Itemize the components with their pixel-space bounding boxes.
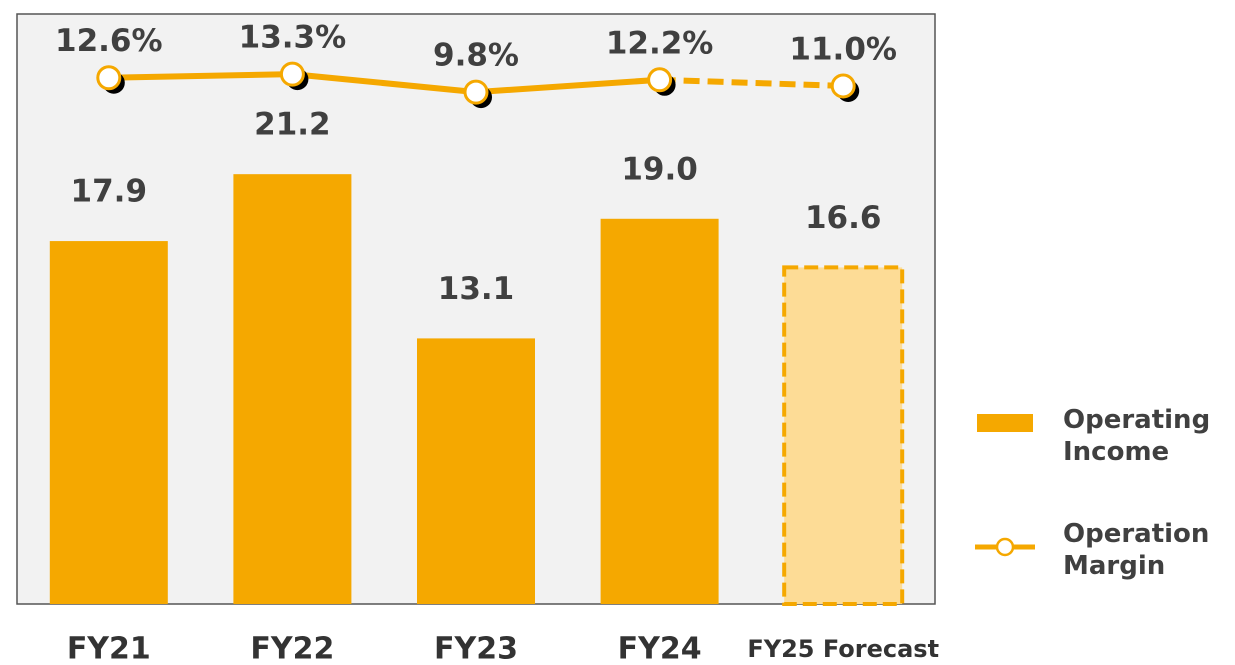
x-tick-label: FY23: [434, 632, 518, 665]
bar-value-label: 17.9: [71, 174, 148, 210]
x-tick-label: FY21: [67, 632, 151, 665]
line-marker: [279, 61, 305, 87]
legend-swatch-bar: [977, 414, 1033, 432]
x-tick-label: FY22: [250, 632, 334, 665]
bar: [49, 241, 168, 604]
bar-value-label: 16.6: [805, 200, 882, 236]
line-marker: [830, 73, 856, 99]
line-marker: [463, 79, 489, 105]
legend-label: Operation Margin: [1063, 519, 1210, 581]
x-tick-label: FY24: [618, 632, 702, 665]
bar-value-label: 13.1: [438, 271, 515, 307]
line-marker: [647, 67, 673, 93]
line-marker: [96, 65, 122, 91]
bar-value-label: 21.2: [254, 107, 331, 143]
legend-label: Operating Income: [1063, 405, 1211, 467]
legend-swatch-marker: [995, 537, 1015, 557]
line-value-label: 12.2%: [606, 25, 714, 61]
x-tick-label: FY25 Forecast: [747, 635, 939, 663]
bar: [417, 338, 535, 604]
line-segment: [659, 76, 844, 89]
bar: [782, 265, 905, 606]
bar: [600, 218, 719, 605]
line-segment: [475, 76, 660, 96]
line-segment: [108, 71, 293, 81]
line-value-label: 11.0%: [789, 31, 897, 67]
line-value-label: 13.3%: [239, 20, 347, 56]
line-value-label: 9.8%: [433, 38, 519, 74]
line-value-label: 12.6%: [55, 23, 163, 59]
line-segment: [292, 71, 477, 96]
bar: [233, 174, 352, 604]
bar-value-label: 19.0: [621, 151, 698, 187]
